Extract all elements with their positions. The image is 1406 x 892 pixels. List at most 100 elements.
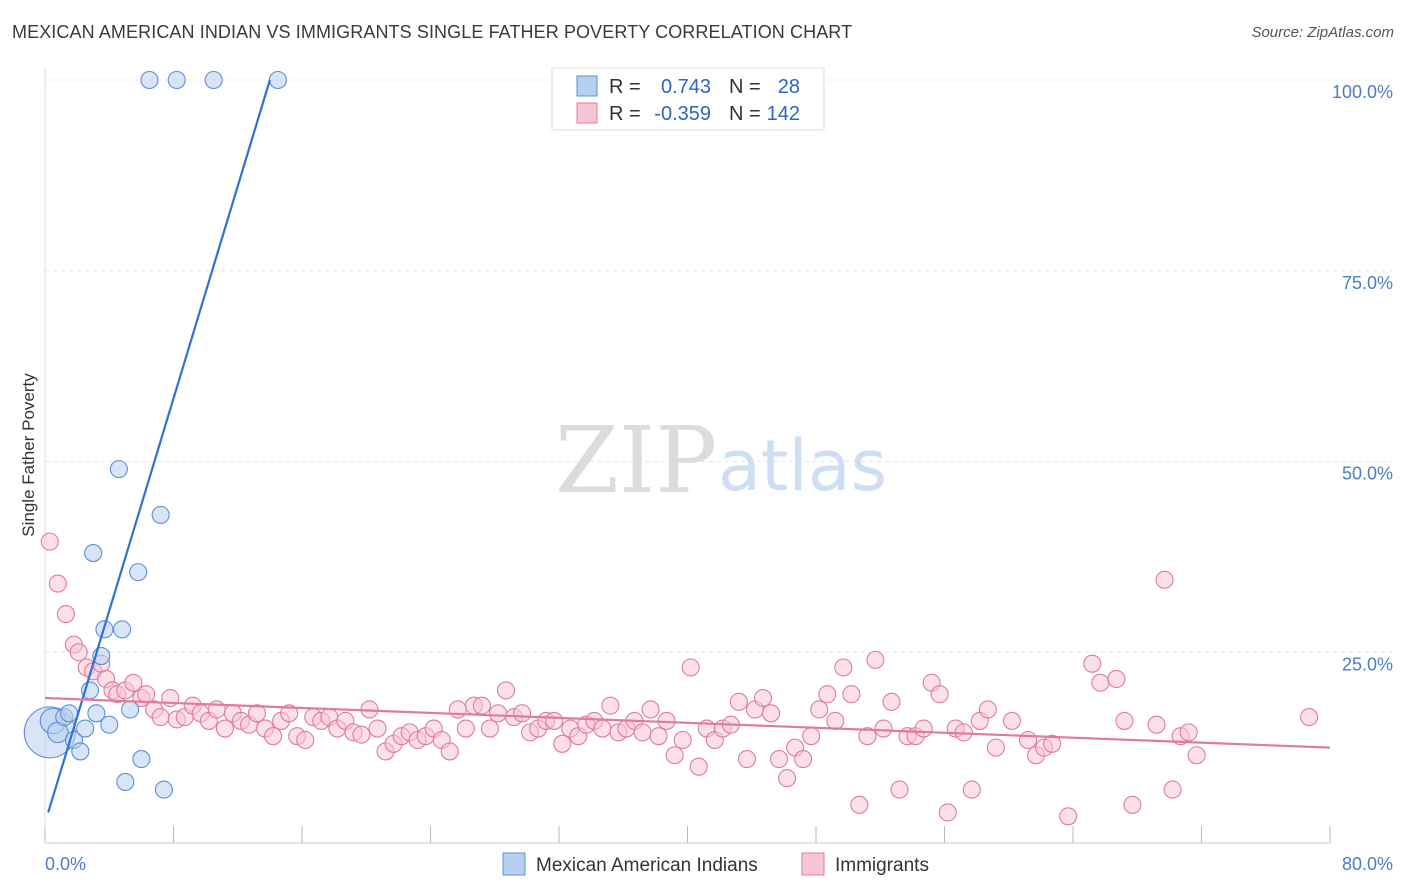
data-point [1187, 746, 1206, 765]
y-tick-label: 25.0% [1342, 654, 1393, 674]
data-point [1163, 780, 1182, 799]
data-point [488, 704, 508, 723]
legend-r-label: R = [609, 76, 641, 98]
data-point [834, 658, 853, 677]
legend-r-label: R = [609, 103, 641, 125]
data-point [553, 734, 572, 753]
data-point [76, 719, 95, 738]
data-point [1091, 673, 1110, 692]
data-point [69, 643, 88, 662]
data-point [810, 700, 829, 719]
data-point [132, 750, 151, 769]
data-point [1107, 669, 1126, 689]
data-point [729, 692, 748, 711]
data-point [601, 696, 620, 715]
legend-swatch [576, 102, 598, 124]
data-point [480, 719, 499, 738]
data-point [440, 742, 459, 761]
data-point [513, 704, 532, 723]
data-point [109, 460, 128, 479]
bottom-legend-label: Mexican American Indians [536, 855, 758, 876]
data-point [882, 692, 901, 711]
data-point [938, 803, 957, 822]
data-point [858, 727, 877, 746]
data-point [986, 738, 1005, 757]
data-point [456, 719, 475, 738]
data-point [641, 700, 660, 719]
data-point [673, 730, 692, 750]
data-point [1083, 654, 1102, 673]
trend-line [44, 696, 1331, 749]
data-point [1043, 734, 1062, 753]
data-point [113, 620, 132, 639]
data-point [151, 708, 170, 727]
data-point [802, 727, 821, 746]
y-axis-title: Single Father Poverty [19, 373, 38, 537]
data-point [124, 673, 143, 692]
watermark-atlas: atlas [718, 425, 887, 507]
data-point [56, 605, 75, 624]
legend-swatch [576, 75, 598, 97]
data-point [850, 795, 869, 814]
data-point [1018, 730, 1038, 750]
data-point [116, 772, 135, 792]
data-point [448, 700, 467, 719]
legend-r-value: -0.359 [654, 103, 711, 125]
data-point [593, 719, 612, 738]
data-point [826, 711, 845, 730]
data-point [71, 742, 90, 761]
tick-labels: 25.0% 50.0% 75.0% 100.0% 0.0% 80.0% [45, 82, 1393, 874]
data-point [761, 704, 781, 723]
data-point [874, 719, 893, 738]
watermark-zip: ZIP [555, 407, 717, 514]
y-tick-label: 75.0% [1342, 273, 1393, 293]
series-immigrants [40, 532, 1319, 826]
data-point [914, 719, 933, 738]
chart-title: MEXICAN AMERICAN INDIAN VS IMMIGRANTS SI… [12, 22, 853, 42]
data-point [151, 505, 170, 524]
trend-lines [44, 79, 1331, 813]
data-point [1300, 708, 1319, 727]
x-tick-label: 80.0% [1342, 854, 1393, 874]
data-point [689, 757, 708, 776]
data-point [545, 711, 564, 730]
data-point [167, 70, 186, 90]
data-point [890, 780, 909, 799]
x-tick-label: 0.0% [45, 854, 86, 874]
data-point [137, 685, 156, 704]
data-point [264, 727, 283, 746]
data-point [1147, 715, 1166, 734]
legend-n-value: 142 [767, 103, 800, 125]
data-point [154, 780, 173, 799]
data-point [100, 715, 119, 734]
data-point [496, 681, 516, 700]
data-point [794, 750, 813, 769]
data-point [215, 719, 234, 738]
data-point [48, 574, 67, 593]
data-point [296, 730, 315, 750]
data-point [633, 723, 652, 742]
bottom-legend-label: Immigrants [835, 855, 929, 876]
bottom-legend: Mexican American Indians Immigrants [502, 852, 929, 876]
data-point [1002, 711, 1022, 730]
data-point [930, 685, 949, 704]
data-point [818, 685, 837, 704]
source-label: Source: ZipAtlas.com [1251, 24, 1394, 41]
data-point [737, 750, 756, 769]
data-point [204, 70, 223, 90]
data-point [87, 704, 106, 723]
grid-lines [45, 79, 1395, 653]
data-point [247, 704, 267, 723]
data-point [665, 746, 684, 765]
bottom-legend-swatch [502, 852, 526, 876]
data-point [84, 544, 103, 563]
legend-r-value: 0.743 [661, 76, 711, 98]
legend-n-value: 28 [778, 76, 800, 98]
data-point [280, 704, 299, 723]
data-point [866, 650, 885, 669]
data-point [140, 70, 159, 90]
data-point [962, 780, 981, 799]
data-point [129, 563, 148, 582]
data-point [1179, 723, 1198, 742]
